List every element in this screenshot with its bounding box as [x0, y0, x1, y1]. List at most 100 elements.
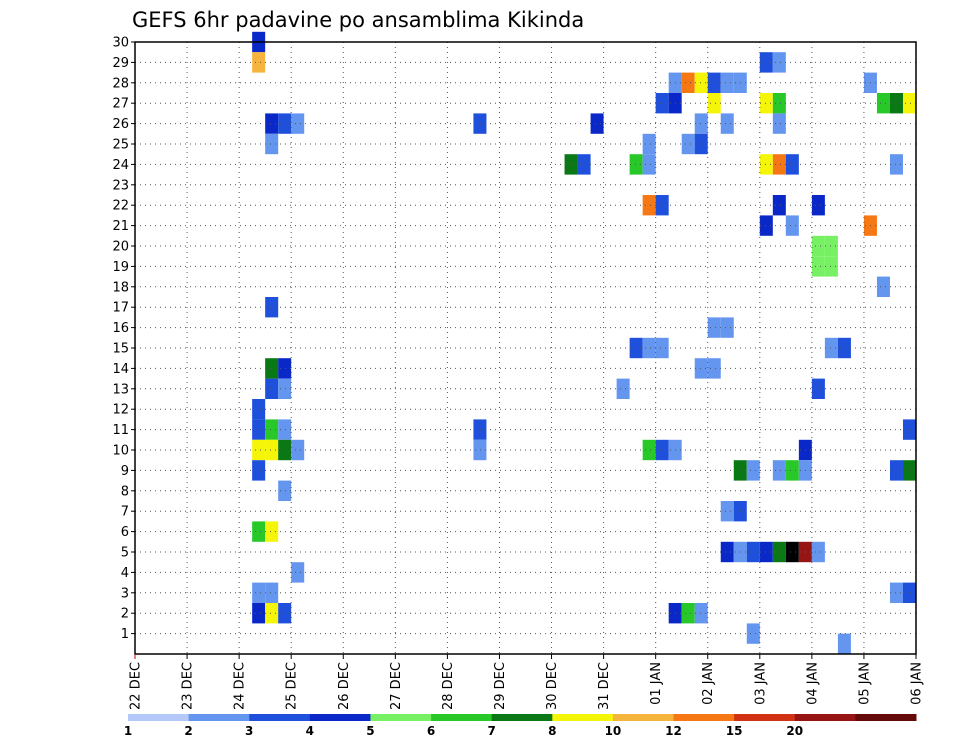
precip-cell — [278, 378, 292, 399]
precip-cell — [265, 297, 279, 318]
precip-cell — [720, 72, 734, 93]
precip-cell — [720, 501, 734, 522]
precip-cell — [889, 582, 903, 603]
y-tick-label: 5 — [121, 546, 129, 561]
colorbar-label: 4 — [306, 724, 314, 738]
precip-cell — [785, 460, 799, 481]
precip-cell — [655, 195, 669, 216]
x-tick-label: 27 DEC — [389, 662, 404, 710]
precip-cell — [252, 419, 266, 440]
precip-cell — [694, 113, 708, 134]
precip-cell — [811, 195, 825, 216]
precip-cell — [291, 562, 305, 583]
precip-cell — [876, 276, 890, 297]
precip-cell — [265, 439, 279, 461]
y-tick-label: 29 — [112, 56, 129, 71]
y-tick-label: 26 — [112, 117, 129, 132]
precip-cell — [759, 215, 773, 236]
precip-cell — [577, 154, 591, 175]
precip-cell — [278, 419, 292, 440]
colorbar-label: 20 — [786, 724, 803, 738]
precip-cell — [252, 52, 266, 73]
precip-cell — [642, 439, 656, 461]
precip-cell — [642, 133, 656, 155]
precip-cell — [278, 358, 292, 379]
y-tick-label: 17 — [112, 301, 129, 316]
precip-cell — [876, 93, 890, 114]
x-tick-label: 25 DEC — [285, 662, 300, 710]
precip-cell — [720, 113, 734, 134]
precip-cell — [655, 93, 669, 114]
precip-cell — [746, 460, 760, 481]
x-tick-label: 05 JAN — [857, 662, 872, 705]
x-tick-label: 04 JAN — [805, 662, 820, 705]
precip-cell — [265, 419, 279, 440]
precip-cell — [889, 460, 903, 481]
precip-cell — [707, 93, 721, 114]
precip-cell — [902, 419, 916, 440]
precip-cell — [837, 337, 851, 359]
cells-layer — [252, 31, 916, 654]
colorbar-swatch — [431, 714, 493, 721]
precip-cell — [772, 460, 786, 481]
y-tick-label: 8 — [121, 484, 129, 499]
precip-cell — [759, 93, 773, 114]
precip-cell — [265, 358, 279, 379]
x-tick-label: 28 DEC — [441, 662, 456, 710]
precip-cell — [473, 419, 487, 440]
precip-cell — [746, 541, 760, 563]
precip-cell — [902, 582, 916, 603]
colorbar-label: 6 — [427, 724, 435, 738]
y-tick-label: 7 — [121, 505, 129, 520]
colorbar-label: 12 — [665, 724, 682, 738]
precip-cell — [811, 235, 825, 257]
x-tick-label: 22 DEC — [129, 662, 144, 710]
precip-cell — [902, 460, 916, 481]
precip-cell — [785, 541, 799, 563]
precip-cell — [824, 235, 838, 257]
precip-cell — [707, 358, 721, 379]
precip-cell — [265, 113, 279, 134]
y-tick-label: 1 — [121, 627, 129, 642]
precip-cell — [278, 603, 292, 624]
x-tick-label: 31 DEC — [597, 662, 612, 710]
precip-cell — [278, 439, 292, 461]
precip-cell — [252, 460, 266, 481]
precip-cell — [473, 439, 487, 461]
precip-cell — [252, 521, 266, 542]
precip-cell — [811, 256, 825, 277]
precip-cell — [785, 215, 799, 236]
chart-title: GEFS 6hr padavine po ansamblima Kikinda — [132, 8, 584, 32]
precip-cell — [811, 378, 825, 399]
precip-cell — [772, 195, 786, 216]
y-tick-label: 10 — [112, 444, 129, 459]
colorbar-label: 15 — [726, 724, 743, 738]
precip-cell — [252, 582, 266, 603]
colorbar-label: 3 — [245, 724, 253, 738]
precip-cell — [629, 154, 643, 175]
precip-cell — [629, 337, 643, 359]
precip-cell — [707, 317, 721, 338]
precip-cell — [265, 133, 279, 155]
y-tick-label: 18 — [112, 280, 129, 295]
y-tick-label: 14 — [112, 362, 129, 377]
precip-cell — [824, 337, 838, 359]
precip-cell — [889, 154, 903, 175]
precip-cell — [811, 541, 825, 563]
colorbar-swatch — [309, 714, 371, 721]
colorbar-swatch — [855, 714, 917, 721]
precip-cell — [902, 93, 916, 114]
grid-layer — [135, 41, 916, 654]
y-tick-label: 30 — [112, 36, 129, 51]
precip-cell — [759, 541, 773, 563]
colorbar-swatch — [188, 714, 250, 721]
precip-cell — [759, 52, 773, 73]
x-tick-label: 01 JAN — [649, 662, 664, 705]
colorbar-swatch — [612, 714, 675, 721]
precip-cell — [694, 358, 708, 379]
precip-cell — [265, 582, 279, 603]
precip-cell — [278, 480, 292, 501]
x-axis-ticks: 22 DEC 23 DEC 24 DEC 25 DEC 26 DEC 27 DEC 28 D… — [129, 654, 925, 710]
colorbar-swatch — [249, 714, 311, 721]
